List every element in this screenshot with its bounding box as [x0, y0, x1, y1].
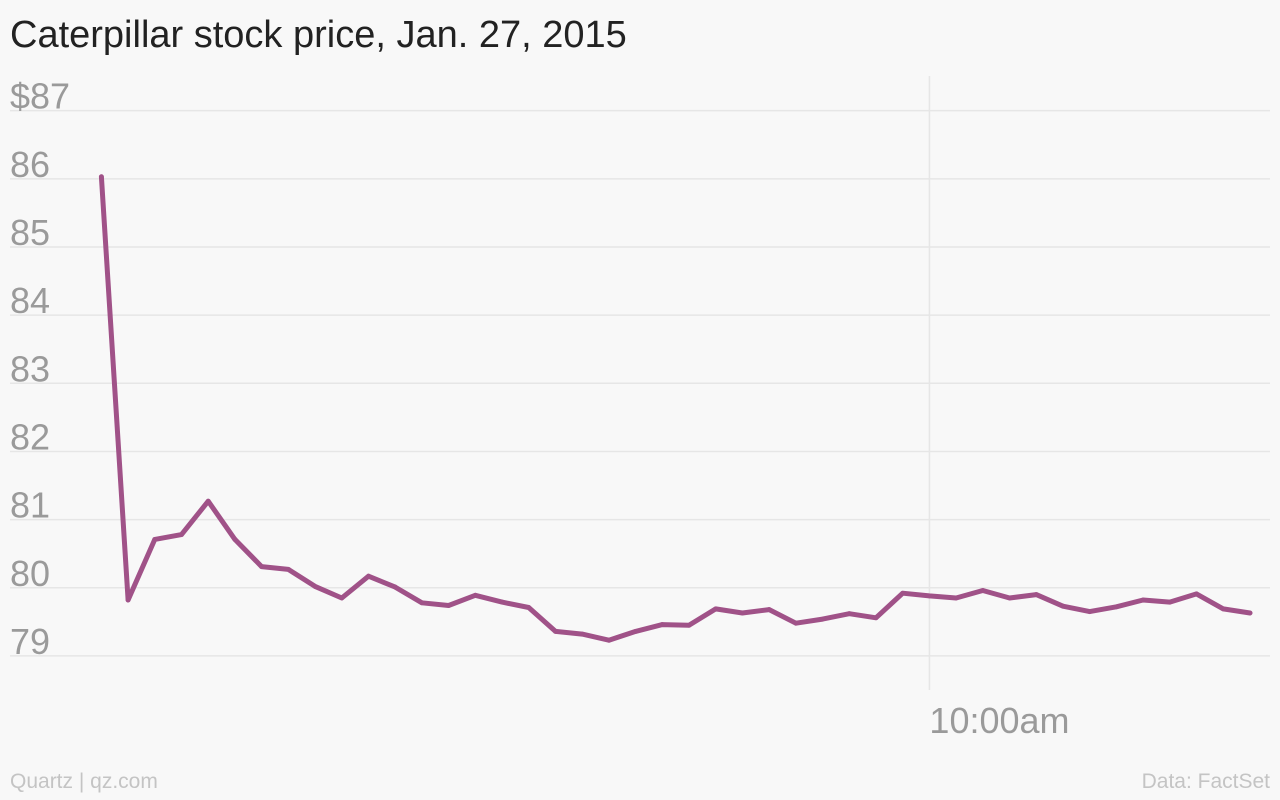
data-point [980, 588, 986, 593]
data-point [499, 599, 505, 605]
data-point [873, 615, 879, 621]
data-point [312, 584, 318, 589]
data-point [553, 628, 558, 634]
data-point [232, 536, 238, 542]
data-point [526, 605, 532, 610]
data-point [152, 536, 158, 542]
data-point [1247, 610, 1253, 616]
data-point [339, 595, 345, 601]
data-point [686, 622, 692, 628]
data-point [125, 597, 131, 603]
y-tick-label: 82 [10, 416, 50, 457]
data-source: Data: FactSet [1141, 770, 1270, 793]
data-point [472, 592, 478, 598]
y-tick-label: 84 [10, 280, 50, 321]
data-point [740, 610, 745, 616]
data-point [1033, 592, 1039, 597]
data-point [606, 637, 612, 643]
y-tick-label: $87 [10, 76, 70, 117]
data-point [1114, 604, 1119, 610]
y-axis-ticks: 79 80 81 82 83 84 85 86 $87 [10, 76, 70, 662]
data-point [419, 600, 425, 606]
data-point [98, 174, 104, 180]
data-point [820, 616, 825, 622]
data-point [659, 622, 665, 627]
data-point [392, 584, 398, 590]
x-axis-ticks: 10:00am [929, 700, 1069, 741]
data-point [900, 590, 906, 596]
data-point [1167, 599, 1173, 605]
data-point [366, 573, 371, 579]
data-point [713, 606, 719, 612]
data-point [633, 628, 638, 634]
y-tick-label: 80 [10, 553, 50, 594]
data-point [793, 620, 799, 626]
data-point [1220, 606, 1226, 612]
y-tick-label: 81 [10, 485, 50, 526]
series-group [98, 174, 1253, 643]
data-point [579, 631, 585, 637]
data-point [446, 603, 452, 608]
data-point [1140, 597, 1146, 603]
data-point [205, 498, 211, 504]
data-point [1060, 603, 1066, 609]
source-credit: Quartz | qz.com [10, 770, 158, 793]
data-point [927, 593, 932, 599]
series-line [98, 174, 1253, 643]
data-point [953, 595, 959, 601]
data-point [766, 607, 772, 612]
y-tick-label: 85 [10, 212, 50, 253]
data-point [285, 566, 291, 572]
data-point [1007, 595, 1012, 601]
y-tick-label: 83 [10, 348, 50, 389]
data-point [1194, 591, 1199, 597]
grid-lines [10, 109, 1270, 657]
data-point [179, 532, 184, 538]
data-point [1087, 609, 1093, 615]
y-tick-label: 79 [10, 621, 50, 662]
x-tick-label: 10:00am [929, 700, 1069, 741]
y-tick-label: 86 [10, 144, 50, 185]
data-point [846, 611, 852, 617]
chart-title: Caterpillar stock price, Jan. 27, 2015 [10, 14, 627, 56]
data-point [259, 564, 265, 570]
